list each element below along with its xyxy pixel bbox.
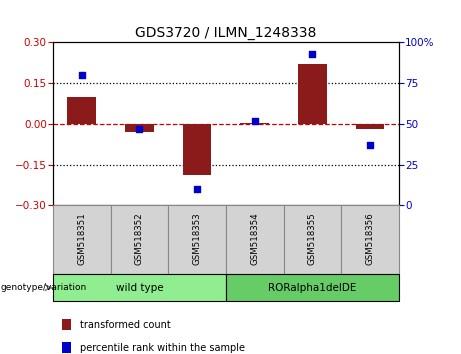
Bar <box>183 124 212 176</box>
Bar <box>341 205 399 274</box>
Point <box>136 126 143 132</box>
Bar <box>168 205 226 274</box>
Bar <box>226 205 284 274</box>
Bar <box>284 205 341 274</box>
Text: GSM518351: GSM518351 <box>77 212 86 265</box>
Text: RORalpha1delDE: RORalpha1delDE <box>268 282 356 293</box>
Point <box>78 72 85 78</box>
Text: GSM518353: GSM518353 <box>193 212 201 265</box>
Bar <box>53 274 226 301</box>
Bar <box>67 97 96 124</box>
Point <box>366 142 373 148</box>
Text: transformed count: transformed count <box>80 320 171 330</box>
Bar <box>226 274 399 301</box>
Bar <box>62 319 71 330</box>
Text: genotype/variation: genotype/variation <box>1 283 87 292</box>
Bar <box>125 124 154 132</box>
Title: GDS3720 / ILMN_1248338: GDS3720 / ILMN_1248338 <box>135 26 317 40</box>
Point <box>309 51 316 57</box>
Bar <box>62 342 71 353</box>
Point <box>251 118 258 124</box>
Text: GSM518355: GSM518355 <box>308 212 317 265</box>
Bar <box>240 123 269 124</box>
Bar <box>111 205 168 274</box>
Text: GSM518352: GSM518352 <box>135 212 144 265</box>
Text: wild type: wild type <box>116 282 163 293</box>
Bar <box>355 124 384 129</box>
Text: GSM518354: GSM518354 <box>250 212 259 265</box>
Text: GSM518356: GSM518356 <box>366 212 374 265</box>
Text: percentile rank within the sample: percentile rank within the sample <box>80 343 245 353</box>
Bar <box>298 64 327 124</box>
Bar <box>53 205 111 274</box>
Point <box>193 186 201 192</box>
